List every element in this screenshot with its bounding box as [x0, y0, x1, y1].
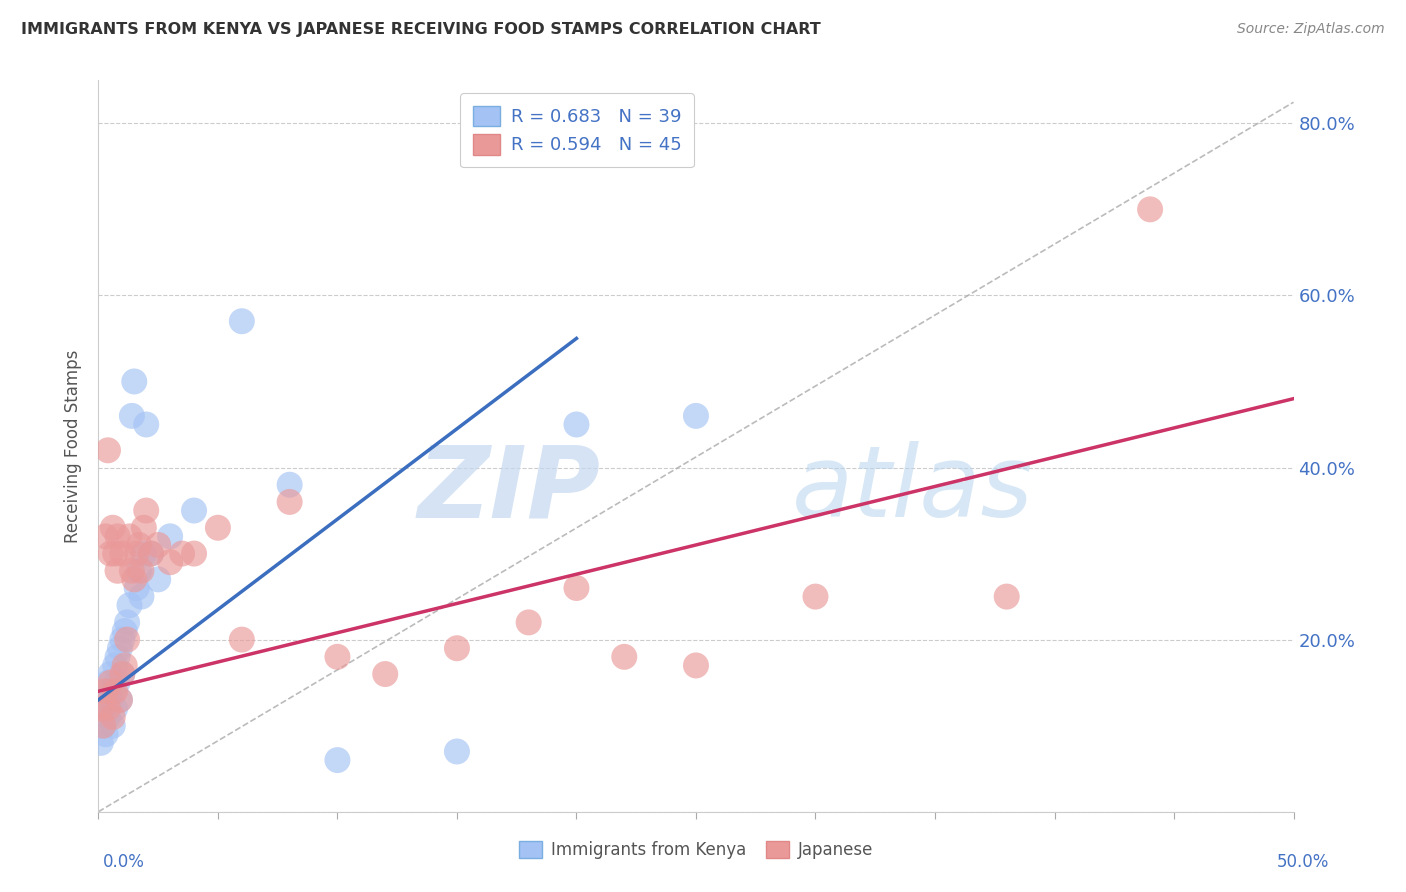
Point: [90, 701, 112, 715]
Point: [446, 641, 468, 656]
Point: [132, 521, 155, 535]
Point: [446, 744, 468, 758]
Point: [159, 555, 181, 569]
Point: [374, 667, 396, 681]
Point: [111, 667, 134, 681]
Point: [111, 632, 134, 647]
Point: [231, 314, 253, 328]
Point: [91, 719, 114, 733]
Text: IMMIGRANTS FROM KENYA VS JAPANESE RECEIVING FOOD STAMPS CORRELATION CHART: IMMIGRANTS FROM KENYA VS JAPANESE RECEIV…: [21, 22, 821, 37]
Point: [685, 658, 707, 673]
Point: [98, 667, 122, 681]
Point: [108, 693, 131, 707]
Point: [139, 547, 162, 561]
Point: [517, 615, 540, 630]
Point: [995, 590, 1018, 604]
Text: Source: ZipAtlas.com: Source: ZipAtlas.com: [1237, 22, 1385, 37]
Point: [159, 529, 181, 543]
Point: [94, 684, 117, 698]
Point: [125, 581, 148, 595]
Point: [98, 547, 122, 561]
Point: [148, 573, 170, 587]
Point: [278, 495, 301, 509]
Point: [131, 590, 153, 604]
Point: [115, 615, 138, 630]
Point: [98, 675, 122, 690]
Text: atlas: atlas: [792, 442, 1033, 539]
Text: 50.0%: 50.0%: [1277, 853, 1329, 871]
Point: [135, 503, 157, 517]
Point: [107, 675, 129, 690]
Point: [172, 547, 194, 561]
Point: [278, 477, 301, 491]
Point: [104, 658, 127, 673]
Y-axis label: Receiving Food Stamps: Receiving Food Stamps: [65, 350, 83, 542]
Point: [207, 521, 229, 535]
Point: [107, 529, 129, 543]
Point: [1139, 202, 1161, 217]
Point: [114, 658, 136, 673]
Point: [101, 521, 124, 535]
Point: [97, 675, 120, 690]
Point: [613, 649, 636, 664]
Point: [94, 684, 117, 698]
Point: [97, 701, 120, 715]
Point: [128, 564, 150, 578]
Point: [101, 684, 124, 698]
Point: [326, 649, 349, 664]
Point: [108, 641, 131, 656]
Point: [326, 753, 349, 767]
Point: [128, 538, 150, 552]
Point: [114, 624, 136, 638]
Point: [804, 590, 827, 604]
Point: [132, 547, 155, 561]
Point: [97, 710, 120, 724]
Point: [183, 503, 205, 517]
Point: [104, 684, 127, 698]
Legend: Immigrants from Kenya, Japanese: Immigrants from Kenya, Japanese: [512, 834, 880, 865]
Point: [124, 573, 146, 587]
Point: [115, 632, 138, 647]
Point: [565, 581, 588, 595]
Point: [139, 547, 162, 561]
Point: [104, 547, 127, 561]
Point: [97, 443, 120, 458]
Point: [183, 547, 205, 561]
Point: [107, 564, 129, 578]
Point: [98, 693, 122, 707]
Point: [108, 693, 131, 707]
Point: [685, 409, 707, 423]
Point: [101, 719, 124, 733]
Point: [121, 564, 143, 578]
Point: [101, 710, 124, 724]
Point: [148, 538, 170, 552]
Point: [90, 736, 112, 750]
Point: [94, 529, 117, 543]
Text: 0.0%: 0.0%: [103, 853, 145, 871]
Point: [91, 701, 114, 715]
Point: [231, 632, 253, 647]
Point: [94, 727, 117, 741]
Point: [125, 547, 148, 561]
Point: [118, 529, 141, 543]
Point: [131, 564, 153, 578]
Point: [111, 547, 134, 561]
Point: [104, 701, 127, 715]
Point: [118, 598, 141, 612]
Text: ZIP: ZIP: [418, 442, 600, 539]
Point: [111, 667, 134, 681]
Point: [107, 649, 129, 664]
Point: [124, 375, 146, 389]
Point: [565, 417, 588, 432]
Point: [91, 719, 114, 733]
Point: [135, 417, 157, 432]
Point: [121, 409, 143, 423]
